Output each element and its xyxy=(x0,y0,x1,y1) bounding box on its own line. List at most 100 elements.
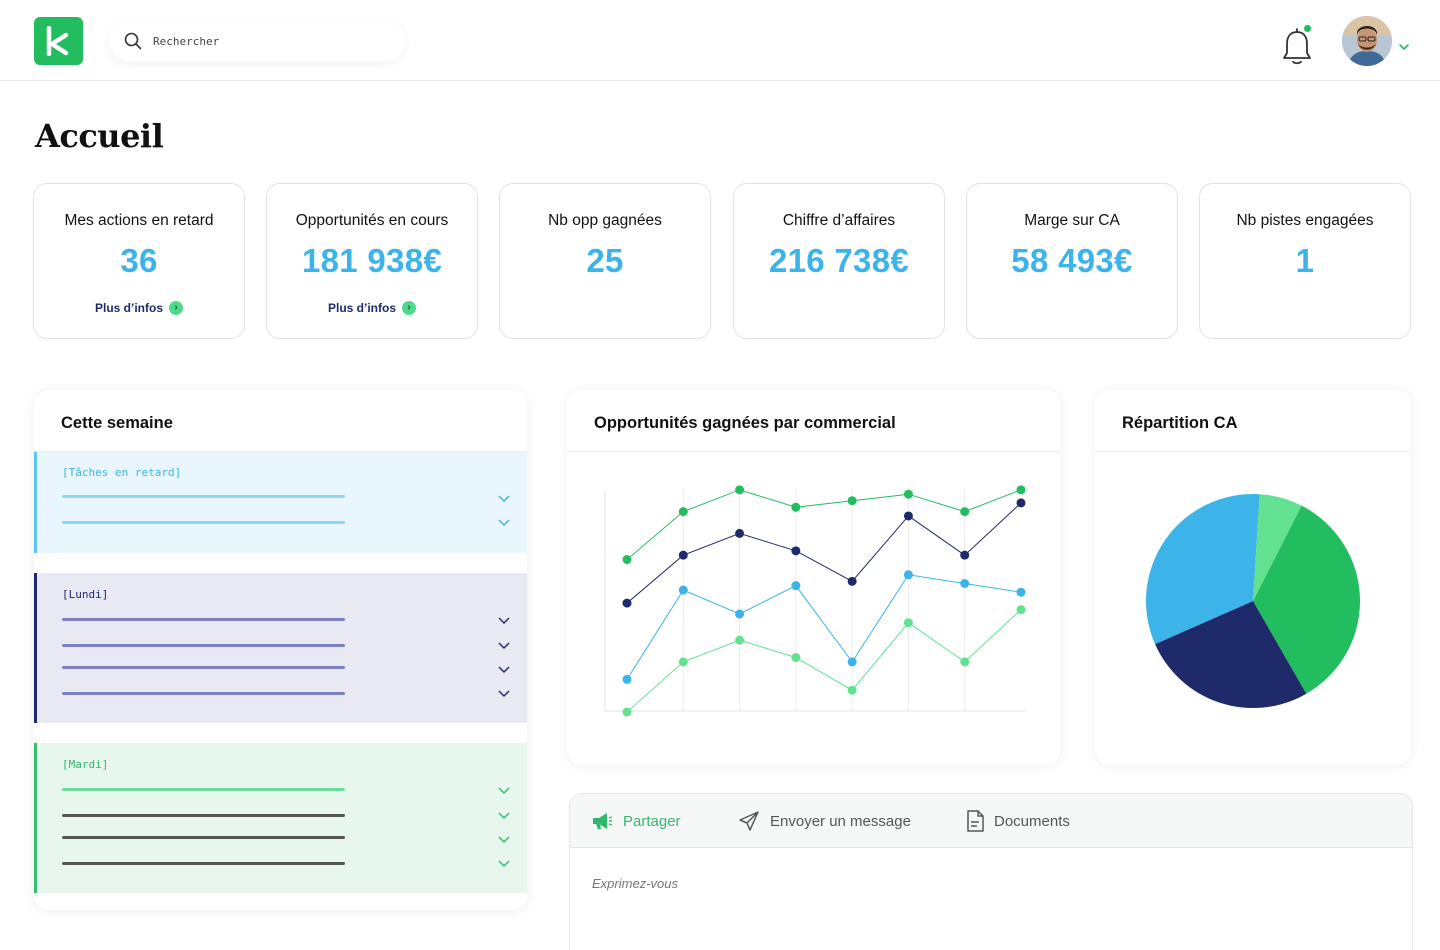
kpi-label: Nb pistes engagées xyxy=(1236,212,1374,229)
data-point xyxy=(960,507,970,517)
chevron-down-icon[interactable] xyxy=(498,835,510,845)
send-icon xyxy=(739,811,759,831)
pie-slice-1 xyxy=(1155,601,1307,708)
this-week-panel: Cette semaine [Tâches en retard] [Lundi]… xyxy=(34,390,527,910)
data-point xyxy=(1016,485,1026,495)
data-point xyxy=(903,489,913,499)
page-title: Accueil xyxy=(35,117,164,155)
post-composer: Partager Envoyer un message Documents xyxy=(569,793,1413,950)
task-line xyxy=(62,862,345,865)
data-point xyxy=(678,657,688,667)
app-logo[interactable] xyxy=(34,17,83,65)
avatar-image xyxy=(1342,16,1392,66)
chart-title: Opportunités gagnées par commercial xyxy=(567,390,1060,452)
kpi-label: Opportunités en cours xyxy=(295,212,449,229)
data-point xyxy=(847,657,857,667)
task-line xyxy=(62,666,345,669)
data-point xyxy=(678,507,688,517)
section-late-tasks: [Tâches en retard] xyxy=(34,452,527,553)
data-point xyxy=(847,685,857,695)
kpi-card-leads: Nb pistes engagées 1 xyxy=(1199,183,1411,339)
data-point xyxy=(791,653,801,663)
won-opportunities-chart-card: Opportunités gagnées par commercial xyxy=(567,390,1060,765)
more-info-label: Plus d’infos xyxy=(327,301,396,315)
series-line-1 xyxy=(626,502,1022,604)
task-line xyxy=(62,644,345,647)
data-point xyxy=(678,585,688,595)
top-bar xyxy=(0,0,1440,81)
post-input[interactable] xyxy=(592,876,1292,891)
chevron-down-icon[interactable] xyxy=(498,616,510,626)
task-line xyxy=(62,495,345,498)
data-point xyxy=(903,570,913,580)
tab-send-message[interactable]: Envoyer un message xyxy=(738,794,911,848)
notification-button[interactable] xyxy=(1281,25,1313,67)
chart-title: Répartition CA xyxy=(1095,390,1411,452)
pie-slice-0 xyxy=(1253,505,1360,694)
kpi-value: 216 738€ xyxy=(768,242,910,279)
kpi-value: 181 938€ xyxy=(301,242,443,279)
data-point xyxy=(1016,605,1026,615)
pie-chart xyxy=(1146,494,1360,708)
chevron-down-icon[interactable] xyxy=(498,641,510,651)
kpi-label: Chiffre d’affaires xyxy=(782,212,896,229)
data-point xyxy=(622,555,632,565)
search-input[interactable] xyxy=(153,20,383,62)
composer-tabs: Partager Envoyer un message Documents xyxy=(570,794,1412,848)
chevron-down-icon[interactable] xyxy=(498,518,510,528)
kpi-card-won-opportunities: Nb opp gagnées 25 xyxy=(499,183,711,339)
kpi-label: Mes actions en retard xyxy=(64,212,214,229)
data-point xyxy=(847,576,857,586)
task-line xyxy=(62,521,345,524)
data-point xyxy=(622,707,632,717)
data-point xyxy=(903,511,913,521)
kpi-label: Marge sur CA xyxy=(1024,212,1120,229)
tab-label: Envoyer un message xyxy=(770,812,911,830)
data-point xyxy=(847,496,857,506)
section-label: [Lundi] xyxy=(62,588,109,601)
data-point xyxy=(960,657,970,667)
tab-documents[interactable]: Documents xyxy=(966,794,1070,848)
tab-label: Partager xyxy=(623,812,681,830)
kpi-value: 1 xyxy=(1295,242,1315,279)
kpi-card-open-opportunities: Opportunités en cours 181 938€ Plus d’in… xyxy=(266,183,478,339)
kpi-value: 58 493€ xyxy=(1011,242,1133,279)
task-line xyxy=(62,692,345,695)
section-label: [Tâches en retard] xyxy=(62,466,182,479)
kpi-value: 25 xyxy=(586,242,624,279)
kpi-label: Nb opp gagnées xyxy=(548,212,662,229)
task-line xyxy=(62,836,345,839)
document-icon xyxy=(967,810,984,832)
task-line xyxy=(62,618,345,621)
notification-dot xyxy=(1304,25,1311,32)
kpi-card-margin: Marge sur CA 58 493€ xyxy=(966,183,1178,339)
chevron-down-icon[interactable] xyxy=(498,494,510,504)
series-line-3 xyxy=(626,609,1022,713)
user-avatar[interactable] xyxy=(1342,16,1392,66)
tab-share[interactable]: Partager xyxy=(591,794,681,848)
kpi-card-late-actions: Mes actions en retard 36 Plus d’infos › xyxy=(33,183,245,339)
search-box[interactable] xyxy=(109,20,405,62)
data-point xyxy=(1016,498,1026,508)
more-info-link[interactable]: Plus d’infos › xyxy=(267,301,477,315)
more-info-label: Plus d’infos xyxy=(94,301,163,315)
data-point xyxy=(791,502,801,512)
chevron-down-icon[interactable] xyxy=(1398,41,1410,53)
chevron-down-icon[interactable] xyxy=(498,859,510,869)
search-icon xyxy=(124,32,142,50)
megaphone-icon xyxy=(593,813,613,829)
data-point xyxy=(791,581,801,591)
chevron-down-icon[interactable] xyxy=(498,811,510,821)
chevron-down-icon[interactable] xyxy=(498,689,510,699)
data-point xyxy=(960,578,970,588)
chevron-down-icon[interactable] xyxy=(498,786,510,796)
line-chart xyxy=(604,485,1026,717)
data-point xyxy=(622,598,632,608)
section-monday: [Lundi] xyxy=(34,573,527,723)
kpi-value: 36 xyxy=(120,242,158,279)
series-line-0 xyxy=(626,489,1022,560)
section-tuesday: [Mardi] xyxy=(34,743,527,893)
kpi-card-revenue: Chiffre d’affaires 216 738€ xyxy=(733,183,945,339)
more-info-link[interactable]: Plus d’infos › xyxy=(34,301,244,315)
chevron-down-icon[interactable] xyxy=(498,665,510,675)
